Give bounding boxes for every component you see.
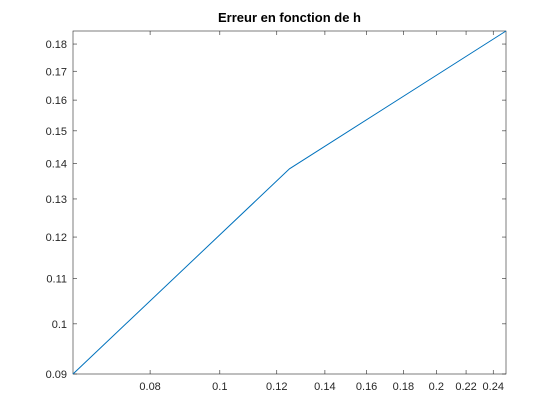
y-tick-label: 0.18 (46, 39, 67, 51)
chart-title: Erreur en fonction de h (218, 10, 361, 25)
x-tick-label: 0.12 (266, 381, 287, 393)
y-tick-label: 0.12 (46, 232, 67, 244)
x-tick-label: 0.14 (314, 381, 335, 393)
x-axis-ticks: 0.08 0.1 0.12 0.14 0.16 0.18 0.2 0.22 0.24 (139, 31, 504, 393)
x-tick-label: 0.1 (212, 381, 227, 393)
x-tick-label: 0.08 (139, 381, 160, 393)
series-line (72, 30, 507, 375)
y-axis-ticks: 0.09 0.1 0.11 0.12 0.13 0.14 0.15 0.16 0.17 0.18 (46, 39, 506, 381)
plot-axes: 0.08 0.1 0.12 0.14 0.16 0.18 0.2 0.22 0.24 0.090… (46, 30, 507, 393)
x-tick-label: 0.16 (356, 381, 377, 393)
x-tick-label: 0.18 (393, 381, 414, 393)
y-tick-label: 0.1 (52, 319, 67, 331)
y-tick-label: 0.15 (46, 126, 67, 138)
y-tick-label: 0.16 (46, 95, 67, 107)
y-tick-label: 0.14 (46, 159, 67, 171)
series-layer (72, 30, 507, 375)
x-tick-label: 0.22 (455, 381, 476, 393)
plot-area (72, 30, 507, 375)
y-tick-label: 0.17 (46, 66, 67, 78)
y-tick-label: 0.09 (46, 369, 67, 381)
x-tick-label: 0.2 (429, 381, 444, 393)
y-tick-label: 0.13 (46, 194, 67, 206)
y-tick-label: 0.11 (46, 273, 67, 285)
x-tick-label: 0.24 (483, 381, 504, 393)
